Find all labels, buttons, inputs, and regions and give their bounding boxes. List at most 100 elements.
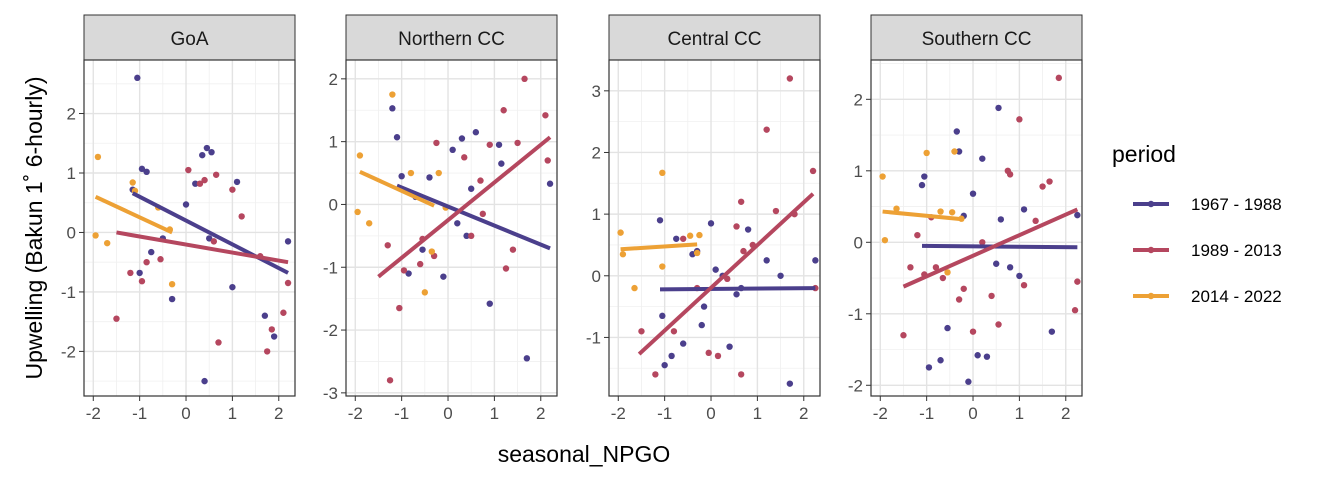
gridlines [346,60,557,396]
trend-line-2014-2022 [620,242,698,252]
data-point [143,168,150,176]
x-tick-label: -1 [657,404,672,423]
data-point [199,151,206,159]
data-point [925,364,933,371]
data-point [148,248,155,256]
data-point [472,129,480,136]
data-point [138,165,146,173]
y-tick-label: 0 [67,223,76,242]
data-point [997,216,1005,223]
panel-title: Central CC [668,29,762,50]
data-point [659,312,666,320]
data-point [995,321,1002,328]
data-point [714,352,722,360]
y-tick-label: 1 [67,164,76,183]
data-point [206,235,213,242]
x-tick-label: -1 [132,404,147,423]
trend-line-1989-2013 [902,207,1079,289]
data-point [763,126,770,133]
data-point [468,232,475,240]
x-tick-label: 1 [753,404,762,423]
y-tick-label: 0 [854,233,863,252]
y-tick-label: -2 [61,342,76,361]
data-point [1016,116,1023,123]
panel-background [84,60,295,396]
data-point [143,258,150,266]
data-point [498,160,505,167]
data-point [652,371,659,378]
legend-label: 1989 - 2013 [1191,241,1282,260]
data-point [461,154,468,161]
data-point [458,135,466,142]
data-point [468,185,475,192]
data-point [405,270,412,277]
data-point [426,174,433,181]
y-tick-label: 1 [329,133,338,152]
data-point [700,303,708,310]
data-point [809,167,817,175]
x-tick-label: 1 [490,404,499,423]
data-point [495,141,503,148]
data-point [428,248,435,255]
data-point [268,326,276,333]
x-tick-label: -1 [919,404,934,423]
trend-line-2014-2022 [359,169,435,208]
data-point [619,251,627,258]
data-point [1020,206,1028,213]
data-point [523,355,531,362]
data-point [786,380,794,387]
legend-entry-1989-2013: 1989 - 2013 [1133,241,1282,260]
x-axis-title: seasonal_NPGO [498,441,671,467]
data-point [521,75,528,83]
series-1989-2013 [384,75,551,384]
data-point [1039,183,1046,190]
data-point [1006,264,1014,271]
data-point [1016,272,1023,280]
data-point [1032,217,1039,225]
y-tick-label: -1 [848,305,863,324]
data-point [740,247,747,255]
trend-line-1989-2013 [377,135,552,279]
data-point [955,296,963,303]
gridlines [871,60,1082,396]
data-point [1006,171,1014,178]
data-point [993,260,1000,267]
data-point [196,180,204,187]
data-point [679,235,687,242]
data-point [696,231,703,239]
data-point [416,260,424,268]
data-point [486,300,493,307]
data-point [449,146,456,154]
data-point [284,238,292,245]
panel-goa: GoA -2 -1 0 1 2 -2 -1 0 1 2 [61,14,296,423]
panel-title: Northern CC [398,29,505,50]
data-point [737,371,745,378]
series-1989-2013 [900,74,1081,339]
data-point [168,280,176,288]
legend-entry-1967-1988: 1967 - 1988 [1133,195,1282,214]
data-point [157,256,164,263]
data-point [486,141,493,148]
data-point [215,339,222,346]
data-point [979,239,986,246]
x-tick-label: 0 [443,404,452,423]
data-point [638,328,645,335]
panel-northern-cc: Northern CC -2 -1 0 1 2 -3 -2 -1 0 1 2 [323,14,558,423]
data-point [365,220,373,227]
data-point [502,265,510,272]
data-point [407,169,415,177]
data-point [386,377,394,384]
panel-border [608,59,821,397]
data-point [208,148,215,156]
data-point [918,181,926,189]
data-point [1074,211,1081,219]
data-point [389,105,396,112]
data-point [212,171,220,178]
y-axis-title: Upwelling (Bakun 1˚ 6-hourly) [21,77,47,380]
panel-border [83,59,296,397]
data-point [772,207,780,215]
y-tick-label: 0 [592,267,601,286]
panel-title: GoA [170,29,208,50]
legend-entry-2014-2022: 2014 - 2022 [1133,287,1282,306]
